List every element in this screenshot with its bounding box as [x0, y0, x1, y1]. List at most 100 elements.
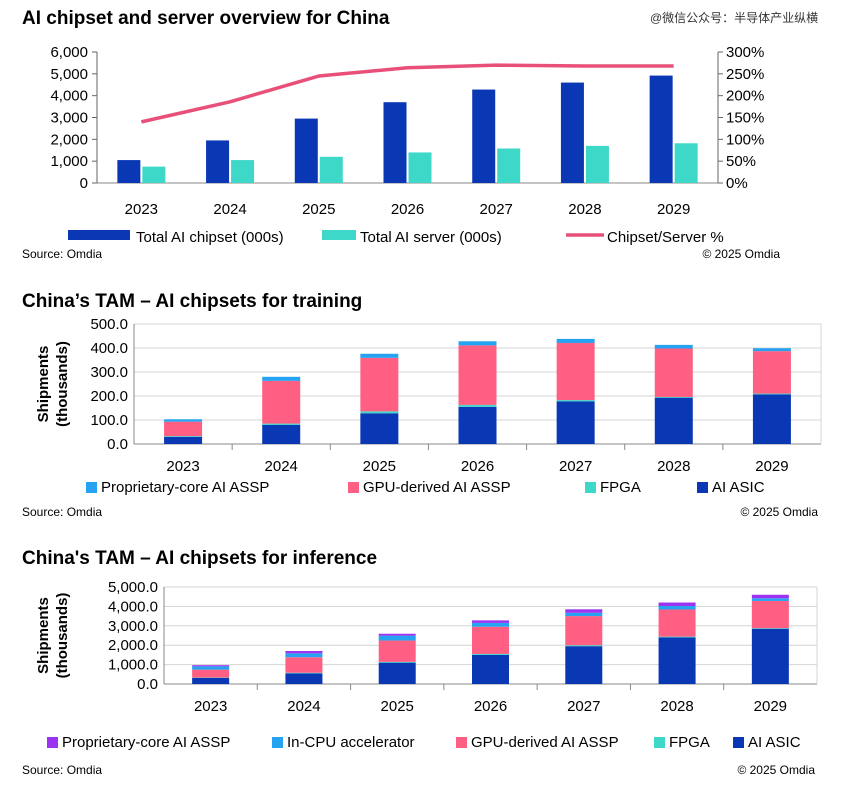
- bar-segment-fpga: [654, 396, 693, 398]
- bar-segment-fpga: [360, 411, 399, 414]
- bar-segment-in-cpu-accelerator: [192, 666, 230, 670]
- bar-segment-ai-asic: [752, 394, 791, 444]
- y2-tick-label: 100%: [726, 131, 764, 148]
- legend-label: GPU-derived AI ASSP: [471, 734, 619, 751]
- source-text: Source: Omdia: [22, 505, 102, 519]
- y-tick-label: 5,000: [50, 66, 88, 83]
- legend-label: Proprietary-core AI ASSP: [62, 734, 230, 751]
- bar-segment-in-cpu-accelerator: [751, 598, 789, 601]
- legend-label: In-CPU accelerator: [287, 734, 415, 751]
- bar-segment-gpu-derived-ai-assp: [458, 345, 497, 405]
- y-tick-label: 3,000.0: [108, 618, 158, 635]
- x-tick-label: 2028: [660, 698, 693, 715]
- y-axis-label: Shipments: [35, 346, 52, 423]
- bar-segment-proprietary-core-ai-assp: [752, 348, 791, 352]
- x-tick-label: 2028: [568, 201, 601, 218]
- bar-segment-ai-asic: [458, 406, 497, 444]
- bar-total-ai-chipset: [383, 102, 407, 183]
- bar-segment-gpu-derived-ai-assp: [556, 342, 595, 401]
- bar-total-ai-server: [319, 156, 343, 183]
- y-tick-label: 400.0: [90, 340, 128, 357]
- legend-label: Total AI server (000s): [360, 229, 502, 246]
- bar-segment-gpu-derived-ai-assp: [752, 351, 791, 394]
- bar-segment-fpga: [565, 645, 603, 647]
- legend-swatch: [733, 737, 744, 748]
- x-tick-label: 2026: [461, 458, 494, 475]
- bar-segment-gpu-derived-ai-assp: [378, 640, 416, 662]
- bar-segment-gpu-derived-ai-assp: [658, 609, 696, 637]
- copyright-text: © 2025 Omdia: [740, 505, 818, 519]
- y2-tick-label: 300%: [726, 44, 764, 61]
- bar-segment-proprietary-core-ai-assp: [360, 353, 399, 358]
- line-chipset-server-pct: [140, 63, 674, 124]
- source-text: Source: Omdia: [22, 247, 102, 261]
- legend-label: Proprietary-core AI ASSP: [101, 479, 269, 496]
- legend-label: GPU-derived AI ASSP: [363, 479, 511, 496]
- legend-swatch: [585, 482, 596, 493]
- legend-swatch: [47, 737, 58, 748]
- x-tick-label: 2026: [474, 698, 507, 715]
- y2-tick-label: 0%: [726, 175, 748, 192]
- bar-segment-fpga: [658, 636, 696, 638]
- legend-swatch: [348, 482, 359, 493]
- x-tick-label: 2028: [657, 458, 690, 475]
- y-axis-label: (thousands): [54, 593, 71, 679]
- bar-segment-proprietary-core-ai-assp: [192, 665, 230, 667]
- y-tick-label: 1,000: [50, 153, 88, 170]
- bar-segment-ai-asic: [654, 397, 693, 444]
- bar-segment-gpu-derived-ai-assp: [472, 626, 509, 654]
- x-tick-label: 2023: [125, 201, 158, 218]
- bar-segment-ai-asic: [751, 628, 789, 684]
- chart-overview: AI chipset and server overview for China…: [22, 8, 780, 261]
- legend-label: Chipset/Server %: [607, 229, 724, 246]
- bar-segment-gpu-derived-ai-assp: [565, 616, 603, 646]
- bar-segment-proprietary-core-ai-assp: [378, 633, 416, 636]
- legend-label: AI ASIC: [712, 479, 765, 496]
- x-tick-label: 2024: [287, 698, 320, 715]
- x-tick-label: 2029: [755, 458, 788, 475]
- bar-segment-proprietary-core-ai-assp: [565, 609, 603, 613]
- bar-segment-gpu-derived-ai-assp: [654, 348, 693, 397]
- chart-inference: China's TAM – AI chipsets for inference S…: [22, 548, 818, 777]
- bar-segment-fpga: [751, 628, 789, 629]
- bar-total-ai-chipset: [206, 140, 230, 183]
- bar-total-ai-server: [674, 143, 698, 183]
- chart-title: China's TAM – AI chipsets for inference: [22, 548, 377, 569]
- x-tick-label: 2023: [194, 698, 227, 715]
- bar-segment-in-cpu-accelerator: [285, 653, 323, 658]
- bar-segment-fpga: [556, 400, 595, 402]
- legend-swatch: [272, 737, 283, 748]
- bar-segment-proprietary-core-ai-assp: [658, 602, 696, 607]
- bar-segment-ai-asic: [565, 646, 603, 684]
- x-tick-label: 2027: [480, 201, 513, 218]
- bar-segment-gpu-derived-ai-assp: [262, 380, 301, 424]
- y2-tick-label: 50%: [726, 153, 756, 170]
- x-tick-label: 2023: [166, 458, 199, 475]
- bar-total-ai-server: [408, 152, 432, 183]
- bar-segment-gpu-derived-ai-assp: [164, 421, 203, 437]
- source-text: Source: Omdia: [22, 763, 102, 777]
- legend-swatch: [697, 482, 708, 493]
- watermark-text: @微信公众号：半导体产业纵横: [650, 11, 818, 25]
- y-tick-label: 0: [80, 175, 88, 192]
- legend-label: FPGA: [669, 734, 710, 751]
- y-tick-label: 4,000.0: [108, 598, 158, 615]
- y-tick-label: 1,000.0: [108, 657, 158, 674]
- bar-segment-ai-asic: [285, 673, 323, 684]
- bar-segment-gpu-derived-ai-assp: [360, 357, 399, 412]
- y-tick-label: 4,000: [50, 88, 88, 105]
- y-tick-label: 0.0: [107, 436, 128, 453]
- y-axis-label: (thousands): [54, 341, 71, 427]
- x-tick-label: 2025: [381, 698, 414, 715]
- bar-segment-proprietary-core-ai-assp: [164, 419, 203, 422]
- legend-label: Total AI chipset (000s): [136, 229, 284, 246]
- bar-segment-ai-asic: [360, 413, 399, 444]
- legend-swatch-server: [322, 230, 356, 240]
- y-tick-label: 5,000.0: [108, 579, 158, 596]
- x-tick-label: 2027: [559, 458, 592, 475]
- y-tick-label: 2,000.0: [108, 637, 158, 654]
- bar-total-ai-chipset: [117, 160, 141, 183]
- chart-title: China’s TAM – AI chipsets for training: [22, 291, 362, 312]
- bar-segment-fpga: [285, 672, 323, 674]
